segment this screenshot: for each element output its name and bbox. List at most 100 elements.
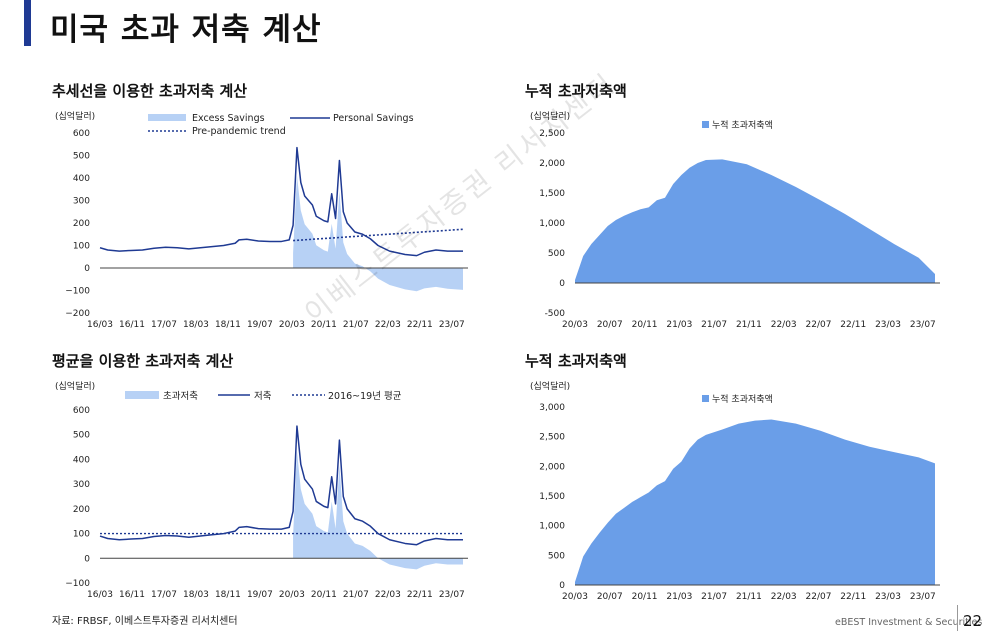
legend-swatch xyxy=(702,395,709,402)
x-tick-label: 18/03 xyxy=(183,590,209,600)
y-tick-label: 3,000 xyxy=(539,403,565,413)
x-tick-label: 22/03 xyxy=(771,320,797,330)
x-tick-label: 22/03 xyxy=(771,592,797,602)
y-tick-label: 100 xyxy=(73,530,90,540)
line-savings xyxy=(99,425,463,546)
legend-label-trend: Pre-pandemic trend xyxy=(192,126,286,137)
x-tick-label: 21/07 xyxy=(701,592,727,602)
x-tick-label: 23/07 xyxy=(439,320,465,330)
x-tick-label: 20/03 xyxy=(279,320,305,330)
x-tick-label: 17/07 xyxy=(151,590,177,600)
unit-label: (십억달러) xyxy=(530,380,570,392)
y-tick-label: 2,500 xyxy=(539,433,565,443)
unit-label: (십억달러) xyxy=(530,110,570,122)
y-tick-label: 600 xyxy=(73,406,90,416)
x-tick-label: 21/07 xyxy=(701,320,727,330)
y-tick-label: 2,000 xyxy=(539,159,565,169)
x-tick-label: 23/07 xyxy=(439,590,465,600)
x-tick-label: 17/07 xyxy=(151,320,177,330)
x-tick-label: 22/03 xyxy=(375,590,401,600)
x-tick-label: 20/11 xyxy=(311,590,337,600)
y-tick-label: 0 xyxy=(559,279,565,289)
y-tick-label: 1,000 xyxy=(539,219,565,229)
x-tick-label: 21/03 xyxy=(666,592,692,602)
chart-cumulative-excess-savings-average: (십억달러) 3,000 2,500 2,000 1,500 1,000 500 020/03… xyxy=(530,380,940,602)
y-tick-label: -500 xyxy=(545,309,566,319)
y-tick-label: 500 xyxy=(73,152,90,162)
legend-label-average: 2016~19년 평균 xyxy=(328,391,402,402)
unit-label: (십억달러) xyxy=(55,380,95,392)
line-savings xyxy=(99,146,463,257)
legend-label-excess: Excess Savings xyxy=(192,113,265,124)
x-tick-label: 18/11 xyxy=(215,590,241,600)
x-tick-label: 22/11 xyxy=(407,320,433,330)
title-accent-bar xyxy=(24,0,31,46)
y-tick-label: 300 xyxy=(73,197,90,207)
x-tick-label: 16/03 xyxy=(87,320,113,330)
y-tick-label: 0 xyxy=(84,264,90,274)
legend-label-excess: 초과저축 xyxy=(163,391,198,402)
x-tick-label: 20/11 xyxy=(632,320,658,330)
x-tick-label: 22/11 xyxy=(407,590,433,600)
x-tick-label: 19/07 xyxy=(247,320,273,330)
x-tick-label: 19/07 xyxy=(247,590,273,600)
footer-divider xyxy=(957,605,958,631)
area-excess-savings xyxy=(293,175,463,292)
y-tick-label: 500 xyxy=(73,431,90,441)
x-tick-label: 21/11 xyxy=(736,320,762,330)
legend-label: 누적 초과저축액 xyxy=(712,119,773,131)
legend-label: 누적 초과저축액 xyxy=(712,393,773,405)
chart-4-title: 누적 초과저축액 xyxy=(525,352,627,370)
x-tick-label: 23/07 xyxy=(910,592,936,602)
legend-swatch-excess xyxy=(125,391,159,399)
y-tick-label: 1,000 xyxy=(539,522,565,532)
x-tick-label: 22/07 xyxy=(806,592,832,602)
legend-swatch xyxy=(702,121,709,128)
y-tick-label: −100 xyxy=(65,579,90,589)
y-tick-label: 100 xyxy=(73,242,90,252)
y-tick-label: 300 xyxy=(73,480,90,490)
x-tick-label: 22/11 xyxy=(840,592,866,602)
x-tick-label: 21/07 xyxy=(343,320,369,330)
y-tick-label: 400 xyxy=(73,455,90,465)
x-tick-label: 23/03 xyxy=(875,592,901,602)
x-tick-label: 20/11 xyxy=(632,592,658,602)
y-tick-label: 0 xyxy=(84,554,90,564)
chart-2-title: 누적 초과저축액 xyxy=(525,82,627,100)
x-tick-label: 22/07 xyxy=(806,320,832,330)
source-note: 자료: FRBSF, 이베스트투자증권 리서치센터 xyxy=(52,616,238,627)
x-tick-label: 23/07 xyxy=(910,320,936,330)
y-tick-label: 1,500 xyxy=(539,492,565,502)
page-title: 미국 초과 저축 계산 xyxy=(50,12,322,48)
x-tick-label: 16/11 xyxy=(119,320,145,330)
area-cumulative xyxy=(575,419,935,585)
chart-3-title: 평균을 이용한 초과저축 계산 xyxy=(52,352,234,370)
y-tick-label: −100 xyxy=(65,287,90,297)
legend-label-personal: Personal Savings xyxy=(333,113,414,124)
y-tick-label: 600 xyxy=(73,129,90,139)
area-excess-savings xyxy=(293,450,463,570)
x-tick-label: 22/03 xyxy=(375,320,401,330)
x-tick-label: 21/03 xyxy=(666,320,692,330)
y-tick-label: −200 xyxy=(65,309,90,319)
y-tick-label: 2,500 xyxy=(539,129,565,139)
x-tick-label: 22/11 xyxy=(840,320,866,330)
page-number: 22 xyxy=(963,612,983,630)
x-tick-label: 20/03 xyxy=(562,592,588,602)
x-tick-label: 16/03 xyxy=(87,590,113,600)
x-tick-label: 20/07 xyxy=(597,320,623,330)
line-pre-pandemic-trend xyxy=(293,228,464,242)
y-tick-label: 0 xyxy=(559,581,565,591)
x-tick-label: 23/03 xyxy=(875,320,901,330)
legend-label-savings: 저축 xyxy=(254,391,272,402)
chart-1-title: 추세선을 이용한 초과저축 계산 xyxy=(52,82,248,100)
x-tick-label: 18/03 xyxy=(183,320,209,330)
x-tick-label: 20/03 xyxy=(562,320,588,330)
x-tick-label: 20/03 xyxy=(279,590,305,600)
x-tick-label: 18/11 xyxy=(215,320,241,330)
y-tick-label: 400 xyxy=(73,174,90,184)
x-tick-label: 20/11 xyxy=(311,320,337,330)
